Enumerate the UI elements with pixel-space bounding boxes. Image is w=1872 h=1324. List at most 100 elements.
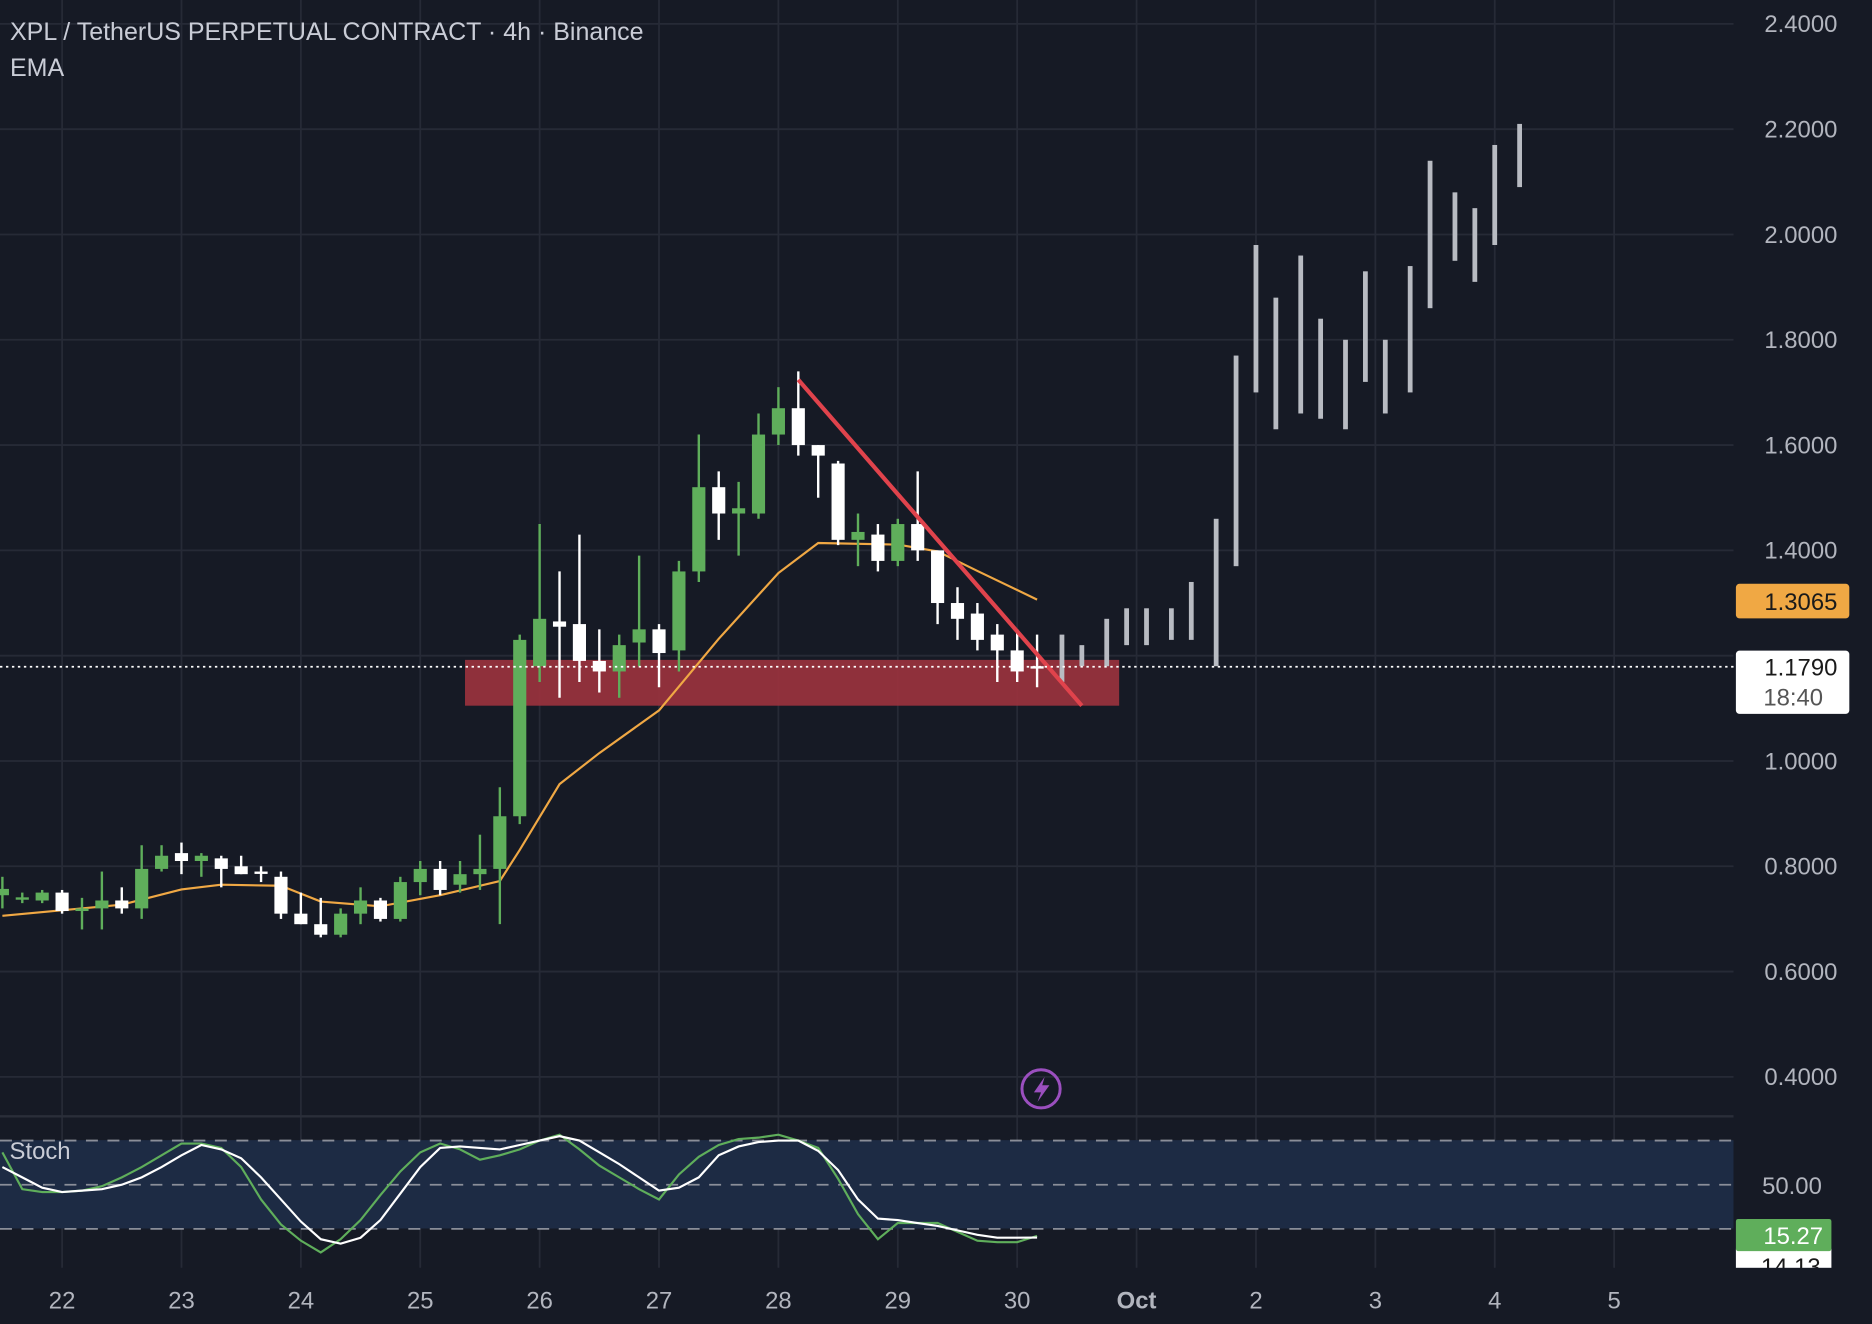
candle (413, 861, 427, 896)
projection-bar (1079, 645, 1085, 667)
candle (612, 634, 626, 698)
candle (990, 624, 1004, 682)
candle (572, 534, 586, 682)
candle-body (413, 868, 427, 883)
candle (931, 550, 945, 625)
stoch-k-tag: 15.27 (1735, 1218, 1832, 1252)
candle (871, 524, 885, 572)
stoch-d-line (1, 1135, 1038, 1245)
candle-body (811, 445, 825, 456)
candle (1010, 629, 1024, 682)
candle-body (712, 487, 726, 514)
countdown-text: 18:40 (1763, 685, 1823, 712)
time-axis[interactable]: 22 23 24 25 26 27 28 29 30 Oct 2 3 4 5 (49, 1287, 1621, 1314)
candles (0, 371, 1044, 938)
time-label: 3 (1369, 1287, 1382, 1314)
candle-body (513, 639, 527, 817)
ema-line (2, 541, 1038, 917)
time-label: 26 (526, 1287, 553, 1314)
candle (294, 892, 308, 925)
candle (353, 887, 368, 925)
candle (811, 445, 825, 498)
candle (771, 387, 785, 446)
projection-bar (1407, 266, 1413, 393)
stoch-lines (1, 1133, 1038, 1254)
projection-bar (1492, 144, 1498, 246)
candle (712, 471, 726, 540)
candle-body (950, 603, 965, 619)
time-label: 4 (1488, 1287, 1501, 1314)
candle (75, 897, 89, 930)
candle-body (174, 853, 189, 862)
candle (174, 842, 189, 875)
candle (891, 518, 905, 567)
indicator-ema-label[interactable]: EMA (10, 54, 65, 82)
candle (831, 460, 845, 546)
candle (15, 892, 29, 904)
projection-bar (1382, 339, 1388, 414)
candle (692, 434, 706, 582)
candle-body (95, 900, 109, 909)
candle-body (453, 874, 467, 885)
projection-bar (1169, 608, 1174, 640)
stoch-axis-label: 50.00 (1762, 1173, 1822, 1200)
candle (652, 624, 666, 688)
candle-body (493, 816, 507, 869)
time-label: 29 (885, 1287, 912, 1314)
candle (513, 634, 527, 825)
candle (314, 897, 328, 938)
candle (791, 371, 805, 456)
price-label: 2.2000 (1764, 117, 1837, 144)
candle-body (831, 463, 845, 540)
price-axis[interactable]: 2.4000 2.2000 2.0000 1.8000 1.6000 1.4000 1.00… (1764, 11, 1837, 1091)
candle (234, 855, 248, 875)
trendline-line (796, 378, 1084, 708)
candle-body (0, 888, 9, 896)
candle (552, 571, 567, 698)
time-label: 30 (1004, 1287, 1031, 1314)
candle-body (970, 613, 984, 640)
projection-bars (1059, 123, 1522, 682)
symbol-title[interactable]: XPL / TetherUS PERPETUAL CONTRACT · 4h ·… (10, 18, 644, 46)
candle (95, 871, 109, 930)
candle (373, 897, 388, 922)
candle-body (194, 855, 208, 862)
candle-body (115, 900, 129, 909)
candle-body (55, 892, 69, 912)
projection-bar (1298, 255, 1304, 414)
lightning-icon (1033, 1076, 1050, 1102)
candle (274, 871, 288, 919)
candle (135, 845, 149, 919)
projection-bar (1318, 318, 1324, 419)
projection-bar (1472, 208, 1478, 282)
stoch-title: Stoch (10, 1138, 71, 1165)
stoch-levels (0, 1139, 1734, 1230)
projection-bar (1144, 608, 1149, 646)
candle-body (652, 629, 666, 654)
grid (0, 0, 1734, 1268)
candle (732, 481, 746, 556)
candle-body (254, 871, 268, 874)
trendline[interactable] (796, 378, 1084, 708)
candle-body (751, 434, 766, 514)
candle (254, 866, 268, 883)
candle (970, 603, 984, 651)
projection-bar (1343, 339, 1348, 430)
candle-body (75, 908, 89, 912)
candle (632, 555, 646, 667)
projection-bar (1427, 160, 1433, 309)
candle (533, 524, 547, 682)
candle-body (274, 876, 288, 914)
candle-body (931, 550, 945, 604)
candle-body (911, 524, 925, 551)
candle (0, 876, 9, 909)
time-label: 23 (168, 1287, 195, 1314)
candle-body (35, 892, 49, 901)
price-label: 0.6000 (1764, 959, 1837, 986)
candle-body (612, 645, 626, 672)
price-label: 2.0000 (1764, 222, 1837, 249)
candle (453, 861, 467, 893)
alert-button[interactable] (1020, 1068, 1062, 1110)
candle-body (632, 629, 646, 643)
